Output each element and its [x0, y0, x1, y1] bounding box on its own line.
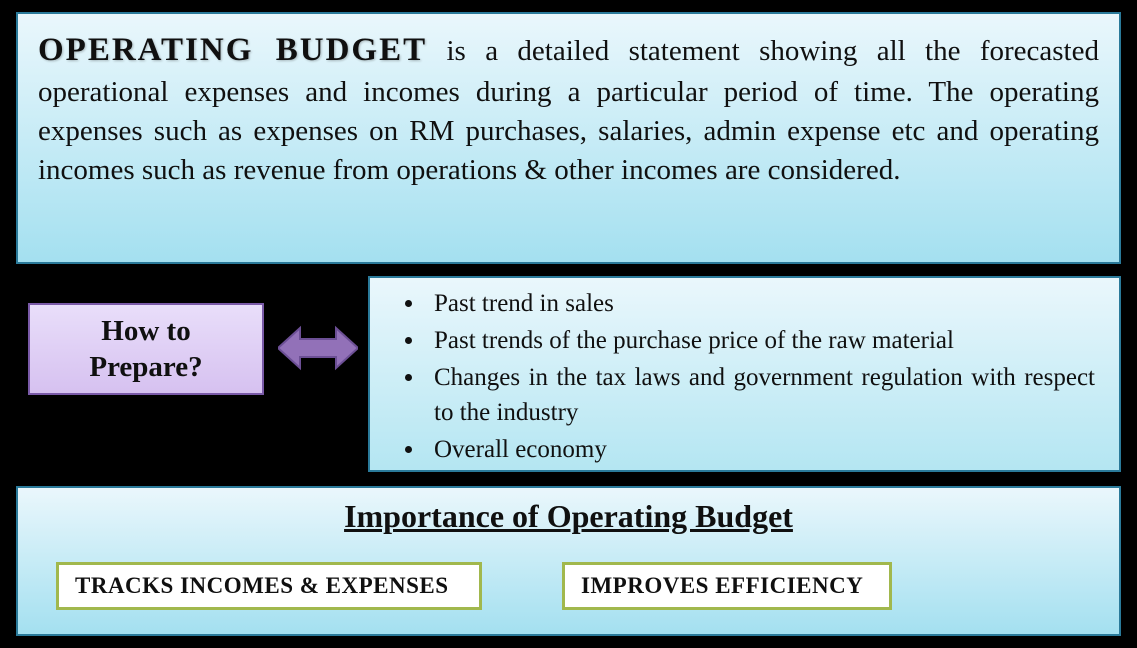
definition-title: OPERATING BUDGET — [38, 32, 427, 68]
howto-line2: Prepare? — [89, 349, 202, 385]
list-item: Overall economy — [426, 432, 1095, 467]
double-arrow-icon — [278, 322, 358, 374]
prepare-factors-panel: Past trend in sales Past trends of the p… — [368, 276, 1121, 472]
importance-tag: TRACKS INCOMES & EXPENSES — [56, 562, 482, 610]
importance-tag: IMPROVES EFFICIENCY — [562, 562, 892, 610]
howto-line1: How to — [101, 313, 190, 349]
prepare-factors-list: Past trend in sales Past trends of the p… — [426, 286, 1095, 467]
how-to-prepare-box: How to Prepare? — [28, 303, 264, 395]
importance-heading: Importance of Operating Budget — [18, 498, 1119, 535]
definition-panel: OPERATING BUDGET is a detailed statement… — [16, 12, 1121, 264]
list-item: Past trends of the purchase price of the… — [426, 323, 1095, 358]
list-item: Past trend in sales — [426, 286, 1095, 321]
importance-panel: Importance of Operating Budget TRACKS IN… — [16, 486, 1121, 636]
list-item: Changes in the tax laws and government r… — [426, 360, 1095, 430]
